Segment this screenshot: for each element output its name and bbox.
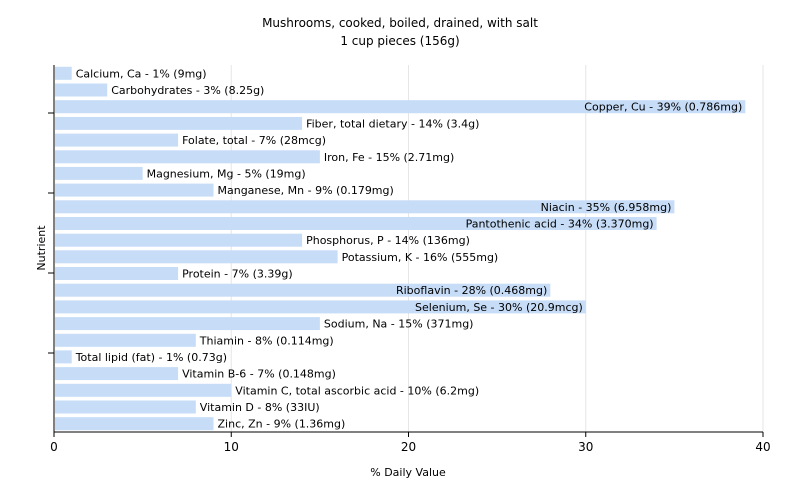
bar-label-5: Iron, Fe - 15% (2.71mg) [324,151,454,164]
bar-label-12: Protein - 7% (3.39g) [182,268,293,281]
bar-20 [55,400,196,414]
bar-4 [55,133,179,147]
bar-label-14: Selenium, Se - 30% (20.9mcg) [415,301,583,314]
bar-label-3: Fiber, total dietary - 14% (3.4g) [306,117,479,130]
x-axis-label: % Daily Value [370,466,446,479]
grid-lines [230,65,764,432]
bar-label-13: Riboflavin - 28% (0.468mg) [396,284,547,297]
bar-label-10: Phosphorus, P - 14% (136mg) [306,234,470,247]
bar-3 [55,116,303,130]
chart-subtitle: 1 cup pieces (156g) [340,34,459,48]
bar-label-1: Carbohydrates - 3% (8.25g) [111,84,264,97]
bar-label-16: Thiamin - 8% (0.114mg) [199,334,334,347]
bar-18 [55,367,179,381]
bar-6 [55,166,143,180]
bar-label-11: Potassium, K - 16% (555mg) [342,251,499,264]
bar-label-4: Folate, total - 7% (28mcg) [182,134,326,147]
x-ticks: 0 10 20 30 40 [50,432,771,454]
x-tick-label-3: 30 [578,440,593,454]
bar-15 [55,317,320,331]
bar-2 [55,100,746,114]
bar-label-20: Vitamin D - 8% (33IU) [200,401,320,414]
bar-label-15: Sodium, Na - 15% (371mg) [324,318,474,331]
x-tick-label-0: 0 [50,440,58,454]
bar-label-18: Vitamin B-6 - 7% (0.148mg) [182,368,336,381]
bar-label-8: Niacin - 35% (6.958mg) [541,201,672,214]
bar-label-6: Magnesium, Mg - 5% (19mg) [147,167,306,180]
bar-label-0: Calcium, Ca - 1% (9mg) [76,67,207,80]
bar-10 [55,233,303,247]
bar-label-2: Copper, Cu - 39% (0.786mg) [584,101,742,114]
bar-8 [55,200,675,214]
bar-7 [55,183,214,197]
bar-label-21: Zinc, Zn - 9% (1.36mg) [218,418,346,431]
x-tick-label-1: 10 [224,440,239,454]
chart-title: Mushrooms, cooked, boiled, drained, with… [262,16,538,30]
bar-19 [55,383,232,397]
bar-11 [55,250,338,264]
bar-21 [55,417,214,431]
bar-9 [55,217,657,230]
bar-1 [55,83,108,97]
bar-5 [55,150,320,164]
bar-label-17: Total lipid (fat) - 1% (0.73g) [75,351,227,364]
bar-14 [55,300,586,314]
y-axis-label: Nutrient [35,225,48,271]
bar-label-9: Pantothenic acid - 34% (3.370mg) [466,218,654,231]
bar-17 [55,350,72,364]
x-tick-label-4: 40 [755,440,770,454]
x-tick-label-2: 20 [401,440,416,454]
bars: Calcium, Ca - 1% (9mg) Carbohydrates - 3%… [55,66,746,431]
bar-13 [55,283,551,297]
bar-16 [55,333,196,347]
bar-12 [55,267,179,280]
bar-label-7: Manganese, Mn - 9% (0.179mg) [218,184,394,197]
bar-0 [55,66,72,80]
bar-label-19: Vitamin C, total ascorbic acid - 10% (6.… [235,384,479,397]
